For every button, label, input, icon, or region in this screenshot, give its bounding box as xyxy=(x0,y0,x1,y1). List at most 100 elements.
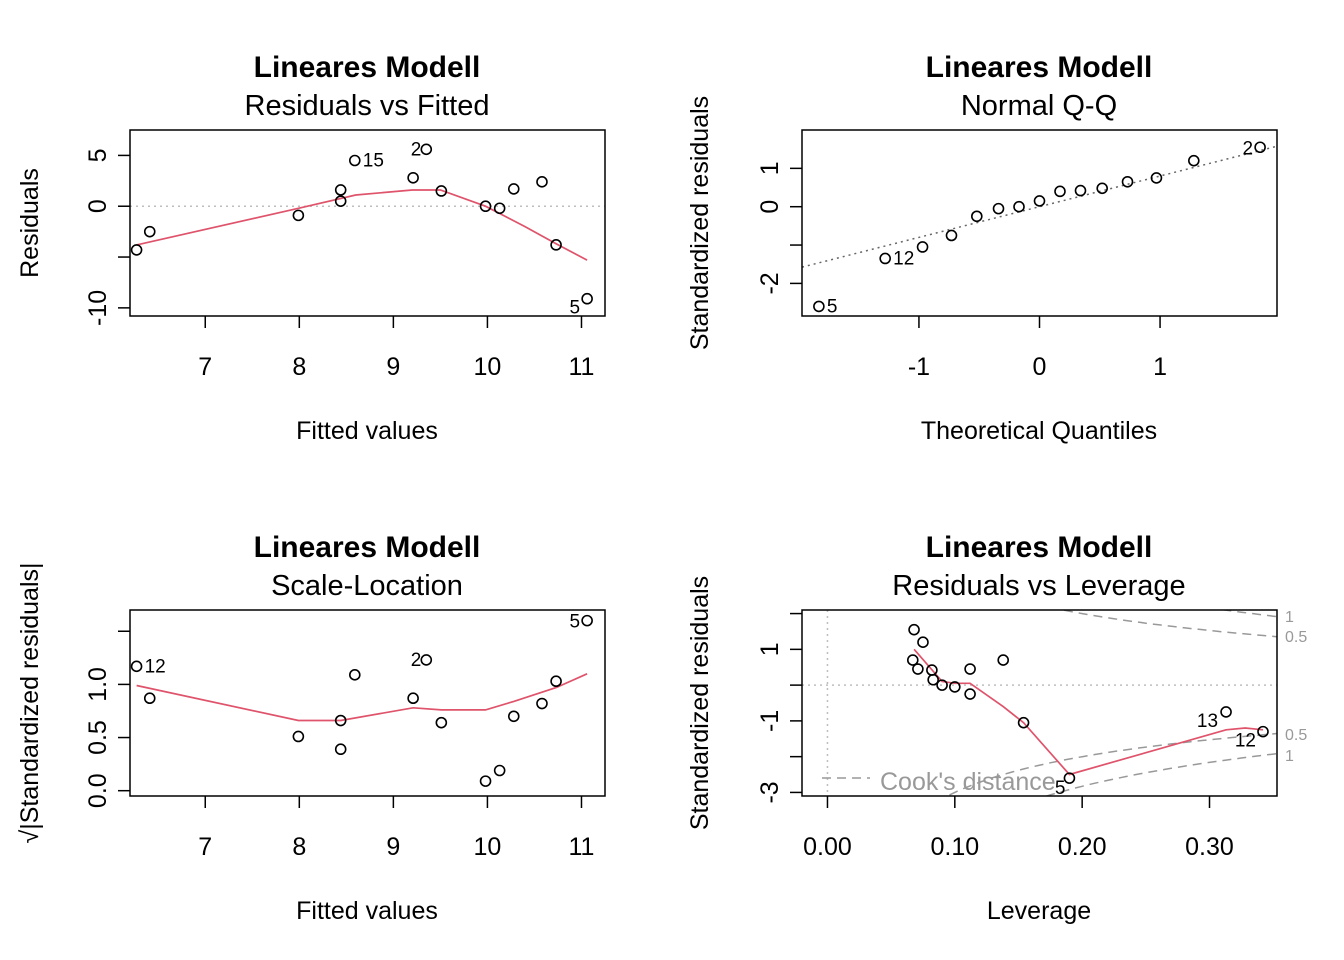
y-tick-label: 5 xyxy=(84,148,112,162)
x-axis-label: Fitted values xyxy=(296,897,438,925)
data-point xyxy=(971,210,983,223)
plot-area xyxy=(130,189,605,261)
data-point xyxy=(916,241,929,253)
data-point xyxy=(550,675,562,688)
data-point xyxy=(581,292,593,305)
data-point xyxy=(1220,706,1232,718)
panel-2: Lineares Modell Normal Q-Q 5 12 2 -1 0 1 -2 0 1 The… xyxy=(686,51,1278,445)
plot-frame xyxy=(129,129,606,317)
data-point xyxy=(949,681,961,693)
x-tick-label: 1 xyxy=(1153,353,1167,381)
plot-frame xyxy=(801,129,1278,317)
x-tick-label: 0.00 xyxy=(803,833,852,861)
panel-4: Lineares Modell Residuals vs Leverage 5 13 1… xyxy=(686,531,1307,925)
y-tick-label: 0.0 xyxy=(84,773,112,808)
data-point xyxy=(936,679,948,691)
y-tick-label: 1.0 xyxy=(84,667,112,702)
data-point xyxy=(917,636,929,648)
plot-area xyxy=(802,145,1277,268)
plot-title: Lineares Modell xyxy=(254,51,481,84)
x-tick-label: 10 xyxy=(474,353,502,381)
x-tick-label: 11 xyxy=(569,833,595,861)
x-axis-label: Fitted values xyxy=(296,417,438,445)
data-point xyxy=(334,743,347,756)
y-tick-label: -10 xyxy=(84,290,112,326)
point-label: 12 xyxy=(1235,731,1256,752)
data-point xyxy=(1074,184,1087,197)
data-point xyxy=(906,654,919,666)
data-point xyxy=(992,202,1005,215)
data-point xyxy=(879,252,891,265)
x-tick-label: 7 xyxy=(198,353,212,381)
smoother-line xyxy=(913,648,1264,776)
data-point xyxy=(334,195,347,207)
data-point xyxy=(1063,772,1076,784)
contour-label: 0.5 xyxy=(1285,629,1307,646)
data-point xyxy=(997,654,1010,666)
point-label: 2 xyxy=(411,650,422,671)
x-tick-label: 10 xyxy=(474,833,502,861)
data-point xyxy=(143,692,156,705)
point-label: 13 xyxy=(1197,711,1218,732)
x-tick-label: 9 xyxy=(386,353,400,381)
data-point xyxy=(1254,141,1266,154)
data-point xyxy=(964,688,976,700)
data-point xyxy=(130,660,143,673)
plot-frame xyxy=(129,609,606,797)
data-point xyxy=(420,143,433,156)
plot-subtitle: Residuals vs Fitted xyxy=(245,90,490,122)
y-tick-label: 1 xyxy=(756,161,784,175)
data-point xyxy=(1054,185,1066,198)
plot-title: Lineares Modell xyxy=(926,51,1153,84)
x-axis-label: Theoretical Quantiles xyxy=(921,417,1157,445)
contour-label: 1 xyxy=(1285,609,1294,626)
data-point xyxy=(334,714,347,727)
qq-reference-line xyxy=(802,145,1277,268)
y-axis-label: Residuals xyxy=(16,168,44,278)
point-label: 2 xyxy=(411,139,422,160)
plot-subtitle: Scale-Location xyxy=(271,570,463,602)
x-tick-label: 0.20 xyxy=(1058,833,1107,861)
point-label: 15 xyxy=(363,150,384,171)
data-point xyxy=(550,239,562,251)
x-tick-label: 0.10 xyxy=(930,833,979,861)
cooks-distance-contour xyxy=(945,732,1277,796)
data-point xyxy=(143,225,156,238)
point-label: 5 xyxy=(1055,778,1066,799)
data-point xyxy=(507,710,520,723)
plot-subtitle: Residuals vs Leverage xyxy=(892,570,1185,602)
data-point xyxy=(1013,200,1025,213)
x-tick-label: 0 xyxy=(1033,353,1047,381)
data-point xyxy=(1150,172,1163,184)
data-point xyxy=(912,663,924,675)
x-tick-label: 8 xyxy=(292,353,306,381)
point-label: 5 xyxy=(827,296,838,317)
y-tick-label: -1 xyxy=(756,710,784,732)
point-label: 2 xyxy=(1243,138,1254,159)
point-label: 5 xyxy=(570,612,581,633)
data-point xyxy=(435,185,448,197)
data-point xyxy=(536,176,548,188)
y-tick-label: 0 xyxy=(756,200,784,214)
data-point xyxy=(1033,195,1046,207)
data-point xyxy=(536,697,548,710)
data-point xyxy=(130,244,143,256)
cooks-distance-contour xyxy=(1219,610,1277,618)
x-axis-label: Leverage xyxy=(987,897,1091,925)
x-tick-label: 9 xyxy=(386,833,400,861)
plot-area xyxy=(136,673,588,722)
plot-title: Lineares Modell xyxy=(254,531,481,564)
data-point xyxy=(927,673,939,686)
plot-title: Lineares Modell xyxy=(926,531,1153,564)
cooks-distance-contour xyxy=(1044,752,1277,796)
y-tick-label: 1 xyxy=(756,642,784,656)
y-tick-label: -2 xyxy=(756,272,784,294)
data-point xyxy=(507,183,520,195)
data-point xyxy=(1188,154,1200,167)
point-label: 12 xyxy=(145,656,166,677)
y-tick-label: 0.5 xyxy=(84,720,112,755)
panel-1: Lineares Modell Residuals vs Fitted 15 2 5 7 8… xyxy=(16,51,606,445)
point-label: 12 xyxy=(893,248,914,269)
legend-text: Cook's distance xyxy=(880,768,1056,796)
